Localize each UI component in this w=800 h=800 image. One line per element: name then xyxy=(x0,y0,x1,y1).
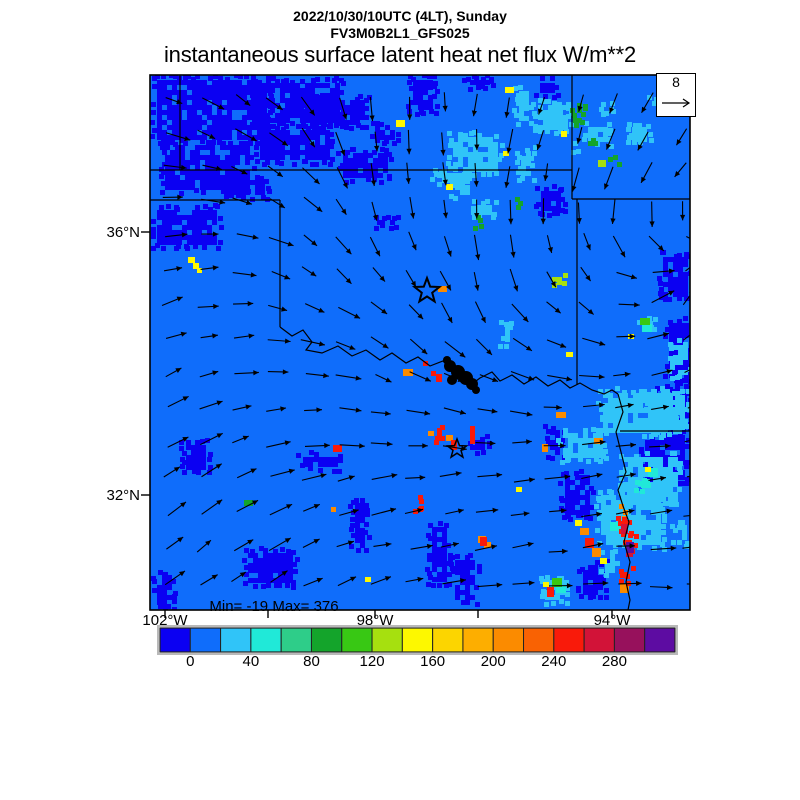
colorbar-value-label: 80 xyxy=(303,653,320,670)
reference-vector-value: 8 xyxy=(672,74,680,90)
flux-field-layer xyxy=(150,75,690,610)
run-datetime: 2022/10/30/10UTC (4LT), Sunday xyxy=(293,8,507,24)
state-borders-layer xyxy=(150,75,690,610)
colorbar-value-label: 280 xyxy=(601,653,627,670)
colorbar-value-label: 200 xyxy=(480,653,506,670)
colorbar-value-label: 0 xyxy=(186,653,195,670)
lon-tick-label: 98°W xyxy=(356,612,394,629)
lon-tick-label: 102°W xyxy=(142,612,188,629)
lon-tick-label: 94°W xyxy=(593,612,631,629)
plot-title: instantaneous surface latent heat net fl… xyxy=(163,42,637,67)
lat-tick-label: 32°N xyxy=(106,487,140,504)
colorbar-value-label: 40 xyxy=(242,653,260,670)
colorbar-value-label: 240 xyxy=(541,653,567,670)
model-name: FV3M0B2L1_GFS025 xyxy=(330,25,470,41)
reference-vector-box: 8 xyxy=(656,73,696,117)
lat-tick-label: 36°N xyxy=(106,224,140,241)
lake-and-stars-layer xyxy=(411,275,480,459)
map-frame-layer xyxy=(141,74,691,618)
colorbar-layer xyxy=(157,625,678,655)
colorbar-value-label: 160 xyxy=(420,653,446,670)
minmax-label: Min= -19 Max= 376 xyxy=(209,598,339,615)
reference-vector-arrow-icon xyxy=(662,98,691,108)
colorbar-value-label: 120 xyxy=(359,653,385,670)
